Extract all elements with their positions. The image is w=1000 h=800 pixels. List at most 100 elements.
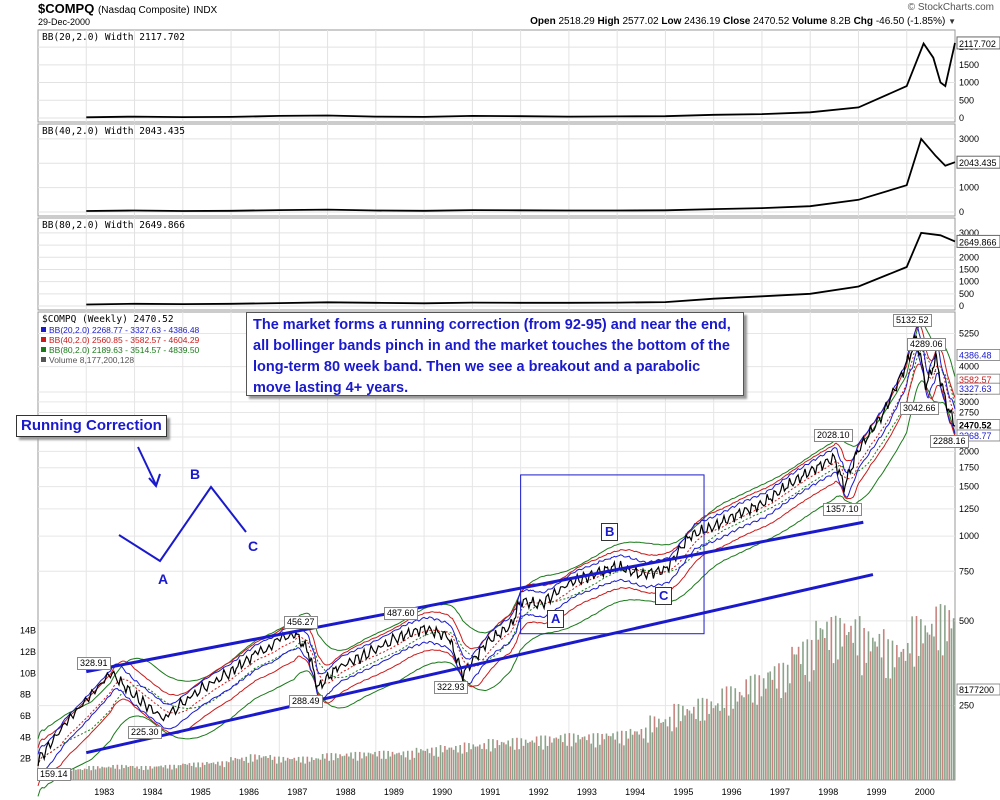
price-marker: 1357.10 xyxy=(823,503,862,516)
volume-bar xyxy=(505,744,507,780)
volume-bar xyxy=(500,741,503,780)
volume-bar xyxy=(555,737,558,780)
volume-bar xyxy=(249,754,252,780)
volume-bar xyxy=(712,708,715,780)
volume-bar xyxy=(431,747,433,780)
volume-bar xyxy=(75,769,77,780)
volume-bar xyxy=(103,767,106,780)
volume-bar xyxy=(529,741,531,780)
volume-bar xyxy=(378,750,381,780)
volume-bar xyxy=(719,710,721,780)
volume-bar xyxy=(762,678,765,780)
volume-bar xyxy=(221,761,223,780)
volume-bar xyxy=(594,747,597,780)
volume-bar xyxy=(166,768,169,780)
volume-bar xyxy=(542,749,544,780)
volume-bar xyxy=(775,688,778,780)
volume-bar xyxy=(160,765,162,780)
volume-bar xyxy=(376,756,379,780)
volume-bar xyxy=(105,767,108,780)
volume-bar xyxy=(424,750,427,780)
volume-bar xyxy=(339,754,341,780)
volume-bar xyxy=(398,752,400,780)
volume-bar xyxy=(610,736,612,780)
y-tick-label: 1500 xyxy=(959,60,979,70)
volume-bar xyxy=(406,750,409,780)
volume-bar xyxy=(717,703,719,780)
bb-panel-frame xyxy=(37,29,956,123)
y-tick-label: 2000 xyxy=(959,252,979,262)
volume-bar xyxy=(771,679,774,780)
volume-bar xyxy=(727,715,730,780)
volume-bar xyxy=(828,649,830,780)
volume-bar xyxy=(487,738,490,780)
volume-bar xyxy=(765,688,767,780)
legend-label: BB(40,2.0) 2560.85 - 3582.57 - 4604.29 xyxy=(49,335,200,345)
volume-bar xyxy=(289,759,291,780)
volume-bar xyxy=(435,747,437,780)
volume-bar xyxy=(655,727,658,780)
volume-bar xyxy=(341,756,344,780)
volume-bar xyxy=(81,770,84,780)
volume-bar xyxy=(546,745,549,780)
volume-bar xyxy=(710,701,713,780)
volume-bar xyxy=(441,752,444,780)
volume-bar xyxy=(352,758,354,780)
arrow-line xyxy=(137,446,157,486)
volume-bar xyxy=(230,757,232,780)
volume-bar xyxy=(306,756,309,780)
volume-bar xyxy=(476,746,479,780)
volume-bar xyxy=(251,761,254,780)
volume-bar xyxy=(79,769,82,780)
volume-bar xyxy=(286,757,289,780)
volume-bar xyxy=(557,738,560,780)
volume-bar xyxy=(110,767,112,780)
volume-bar xyxy=(138,768,141,780)
last-value-label: 2043.435 xyxy=(959,158,997,168)
volume-bar xyxy=(284,760,287,780)
x-tick-label: 1994 xyxy=(625,787,645,797)
volume-bar xyxy=(70,770,73,780)
y-tick-label: 5250 xyxy=(959,328,979,338)
bb-panel-title: BB(80,2.0) Width 2649.866 xyxy=(42,220,185,231)
volume-bar xyxy=(260,757,263,780)
y-tick-label: 2000 xyxy=(959,446,979,456)
volume-bar xyxy=(123,768,125,780)
y-tick-label: 250 xyxy=(959,701,974,711)
legend-label: Volume 8,177,200,128 xyxy=(49,355,134,365)
volume-bar xyxy=(409,759,411,780)
y-tick-label: 1250 xyxy=(959,504,979,514)
volume-bar xyxy=(243,760,245,780)
box-wave-a-label: A xyxy=(547,610,565,628)
volume-bar xyxy=(891,640,894,780)
volume-bar xyxy=(837,659,839,780)
volume-bar xyxy=(848,631,850,780)
chevron-down-icon[interactable]: ▼ xyxy=(948,17,956,26)
volume-bar xyxy=(175,768,178,780)
volume-bar xyxy=(799,664,802,780)
volume-bar xyxy=(400,755,403,780)
volume-bar xyxy=(841,646,844,780)
volume-bar xyxy=(389,756,392,780)
volume-bar xyxy=(869,651,872,780)
volume-bar xyxy=(553,738,555,780)
volume-bar xyxy=(566,745,568,780)
volume-bar xyxy=(802,641,804,780)
volume-bar xyxy=(642,738,645,780)
volume-bar xyxy=(428,753,431,780)
x-tick-label: 1996 xyxy=(722,787,742,797)
volume-bar xyxy=(369,753,372,780)
volume-bar xyxy=(271,759,274,780)
volume-bar xyxy=(94,769,97,780)
volume-bar xyxy=(90,770,92,780)
volume-bar xyxy=(725,686,728,780)
volume-bar xyxy=(662,722,665,780)
volume-bar xyxy=(459,745,461,780)
volume-bar xyxy=(882,629,885,780)
volume-bar xyxy=(186,764,189,780)
volume-bar xyxy=(570,746,573,780)
price-marker: 288.49 xyxy=(289,695,323,708)
volume-bar xyxy=(616,731,619,780)
brand-watermark: © StockCharts.com xyxy=(907,2,994,13)
bb-width-line xyxy=(86,231,956,306)
